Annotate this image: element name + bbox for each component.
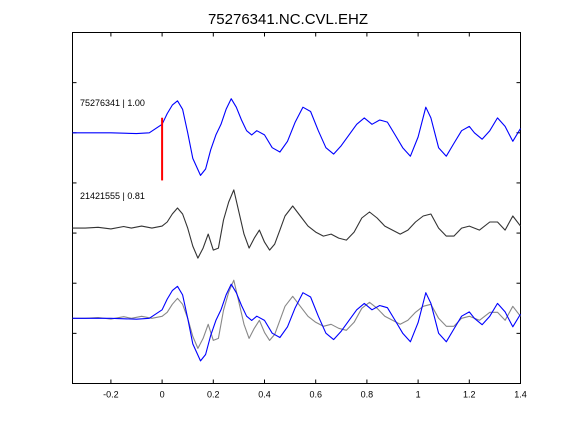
x-tick-label: 0.6 <box>309 390 322 400</box>
x-tick-label: 0 <box>160 390 165 400</box>
x-tick-label: 0.8 <box>361 390 374 400</box>
trace-secondary-line <box>72 189 521 259</box>
trace-label-primary: 75276341 | 1.00 <box>80 98 145 108</box>
axis-ticks: -0.2 0 0.2 0.4 0.6 0.8 1 1.2 1.4 <box>72 32 527 400</box>
x-tick-label: 0.2 <box>207 390 220 400</box>
chart-title: 75276341.NC.CVL.EHZ <box>208 11 368 28</box>
trace-labels: 75276341 | 1.00 21421555 | 0.81 <box>80 98 145 201</box>
x-tick-label: 1.2 <box>463 390 476 400</box>
x-tick-label: 1 <box>416 390 421 400</box>
x-tick-label: 0.4 <box>258 390 271 400</box>
trace-primary-line <box>72 98 521 176</box>
overlay-secondary-line <box>72 279 521 349</box>
trace-group <box>72 98 521 362</box>
x-tick-label: -0.2 <box>103 390 119 400</box>
trace-label-secondary: 21421555 | 0.81 <box>80 191 145 201</box>
overlay-primary-line <box>72 283 521 362</box>
plot-frame <box>72 32 521 384</box>
x-tick-label: 1.4 <box>514 390 527 400</box>
